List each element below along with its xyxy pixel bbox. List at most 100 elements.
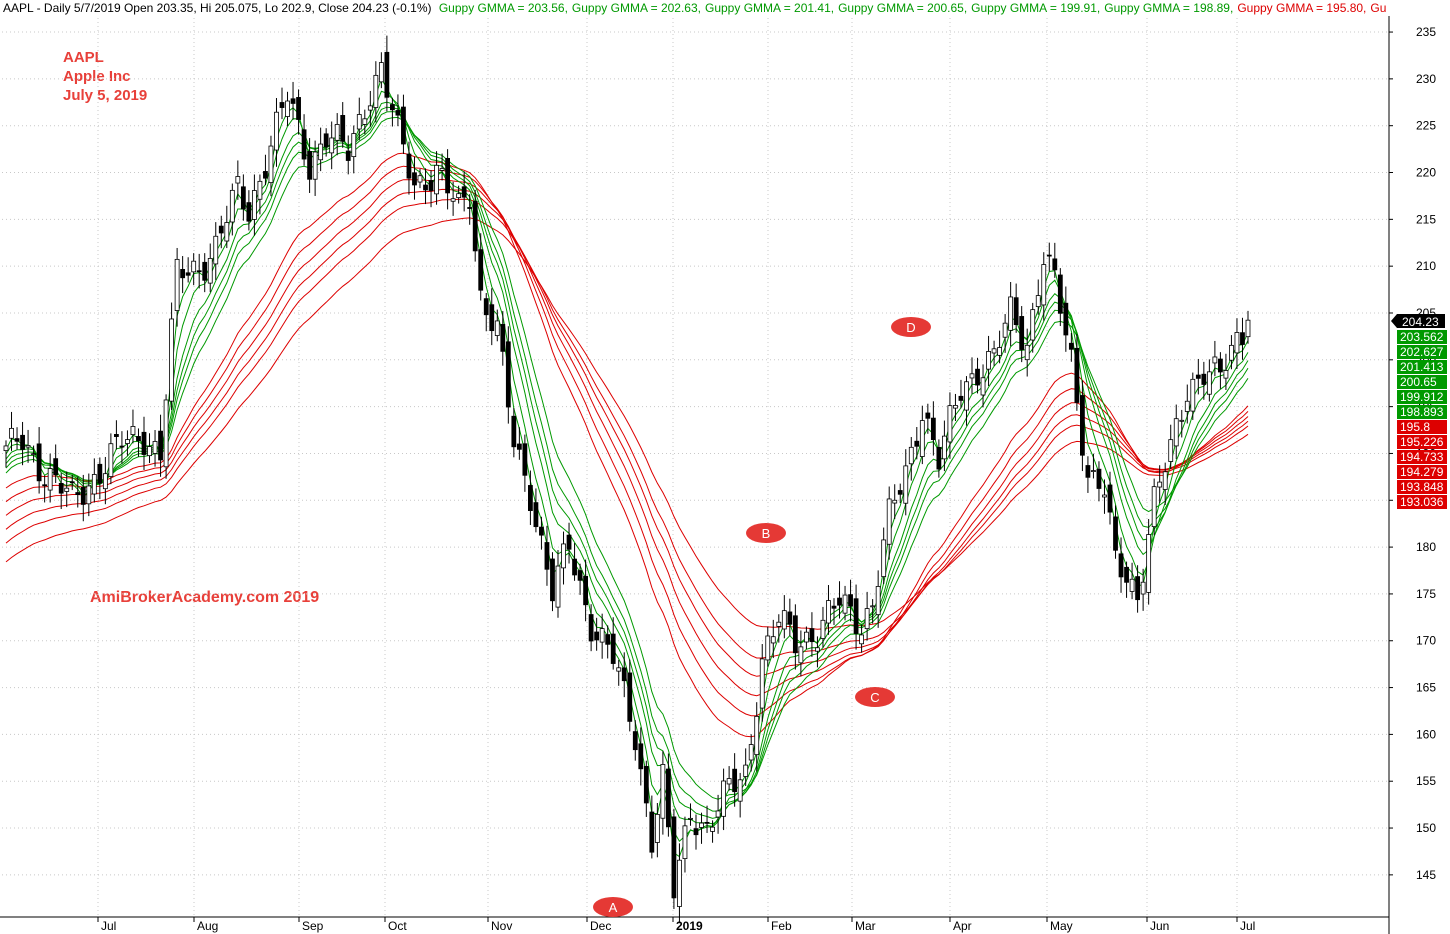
candle bbox=[638, 727, 644, 786]
candle bbox=[202, 253, 208, 293]
candle bbox=[1157, 465, 1163, 504]
gmma-short-value-box bbox=[1397, 375, 1447, 389]
x-tick-label: Apr bbox=[953, 919, 972, 933]
candle bbox=[312, 140, 318, 196]
gmma-long-value: 194.733 bbox=[1400, 450, 1444, 464]
candle bbox=[362, 109, 368, 135]
candle bbox=[1107, 471, 1113, 525]
gmma-long-line bbox=[5, 178, 1249, 697]
candle bbox=[334, 113, 340, 156]
candle bbox=[1057, 268, 1063, 327]
candle bbox=[412, 156, 417, 200]
candle bbox=[964, 376, 969, 426]
header-quote: AAPL - Daily 5/7/2019 Open 203.35, Hi 20… bbox=[3, 1, 432, 15]
candle bbox=[75, 476, 81, 508]
candle bbox=[599, 613, 605, 659]
candle bbox=[505, 326, 511, 424]
candle bbox=[881, 527, 887, 584]
candle bbox=[80, 474, 86, 522]
candle bbox=[36, 427, 42, 494]
candle bbox=[550, 552, 555, 612]
candle bbox=[942, 420, 947, 472]
annotation-label: B bbox=[762, 526, 771, 541]
candle bbox=[831, 598, 837, 626]
candle bbox=[555, 549, 561, 618]
candle bbox=[842, 585, 848, 621]
candle bbox=[3, 440, 9, 468]
candle bbox=[1030, 302, 1036, 353]
candle bbox=[572, 543, 577, 581]
y-tick-label: 165 bbox=[1416, 681, 1436, 695]
header-gmma-5: Guppy GMMA = 198.89, bbox=[1104, 1, 1234, 15]
header-gmma-1: Guppy GMMA = 202.63, bbox=[571, 1, 701, 15]
candle bbox=[699, 812, 704, 844]
candle bbox=[516, 427, 522, 460]
candle bbox=[605, 625, 611, 659]
candle bbox=[373, 61, 379, 123]
y-tick-label: 170 bbox=[1416, 634, 1436, 648]
gmma-long-value-box bbox=[1397, 480, 1447, 494]
candle bbox=[125, 430, 130, 456]
date-label: July 5, 2019 bbox=[63, 87, 148, 104]
header-gmma-2: Guppy GMMA = 201.41, bbox=[705, 1, 835, 15]
candle bbox=[257, 174, 263, 215]
candle bbox=[1173, 404, 1179, 460]
candle bbox=[1140, 568, 1146, 611]
candle bbox=[69, 474, 75, 491]
candle bbox=[1240, 317, 1245, 360]
x-tick-label: Jul bbox=[101, 919, 116, 933]
candle bbox=[130, 409, 136, 444]
gmma-short-value-box bbox=[1397, 345, 1447, 359]
candle bbox=[936, 439, 942, 478]
candle bbox=[1118, 537, 1124, 593]
gmma-short-value: 203.562 bbox=[1400, 330, 1444, 344]
candle bbox=[251, 174, 257, 236]
gmma-long-value: 193.036 bbox=[1400, 495, 1444, 509]
candle bbox=[804, 626, 809, 650]
candle bbox=[108, 433, 114, 485]
candle bbox=[86, 473, 92, 517]
annotation-C: C bbox=[855, 687, 895, 707]
candle bbox=[417, 168, 423, 189]
candle bbox=[770, 619, 776, 659]
candle bbox=[174, 247, 180, 327]
candle bbox=[588, 604, 594, 652]
annotation-A: A bbox=[593, 897, 633, 917]
candle bbox=[1013, 283, 1019, 333]
candle bbox=[815, 636, 820, 668]
gmma-short-value: 202.627 bbox=[1400, 345, 1444, 359]
candle bbox=[323, 128, 329, 157]
annotation-label: D bbox=[906, 320, 915, 335]
y-tick-label: 155 bbox=[1416, 774, 1436, 788]
candle bbox=[715, 794, 721, 834]
candle bbox=[367, 90, 373, 127]
candle bbox=[583, 559, 588, 622]
annotation-label: A bbox=[609, 900, 618, 915]
candle bbox=[759, 644, 765, 722]
candle bbox=[296, 89, 301, 135]
gmma-short-value: 200.65 bbox=[1400, 375, 1437, 389]
gmma-long-line bbox=[5, 152, 1249, 738]
candle bbox=[20, 421, 25, 466]
candle bbox=[158, 414, 163, 477]
gmma-long-line bbox=[5, 217, 1249, 630]
candle bbox=[610, 617, 616, 670]
x-tick-label: May bbox=[1050, 919, 1073, 933]
candle bbox=[47, 453, 53, 503]
x-tick-label: Oct bbox=[388, 919, 407, 933]
candle bbox=[539, 516, 544, 550]
candle bbox=[787, 598, 793, 636]
candle bbox=[1168, 424, 1174, 469]
candle bbox=[351, 125, 357, 174]
company-label: Apple Inc bbox=[63, 68, 131, 85]
header-gmma-6: Guppy GMMA = 195.80, bbox=[1237, 1, 1367, 15]
candle bbox=[748, 734, 754, 772]
candle bbox=[14, 427, 20, 450]
candle bbox=[1245, 310, 1251, 344]
candle bbox=[102, 456, 108, 505]
candle bbox=[240, 174, 246, 221]
candle bbox=[660, 751, 666, 835]
candle bbox=[798, 630, 804, 677]
candle bbox=[42, 475, 48, 503]
